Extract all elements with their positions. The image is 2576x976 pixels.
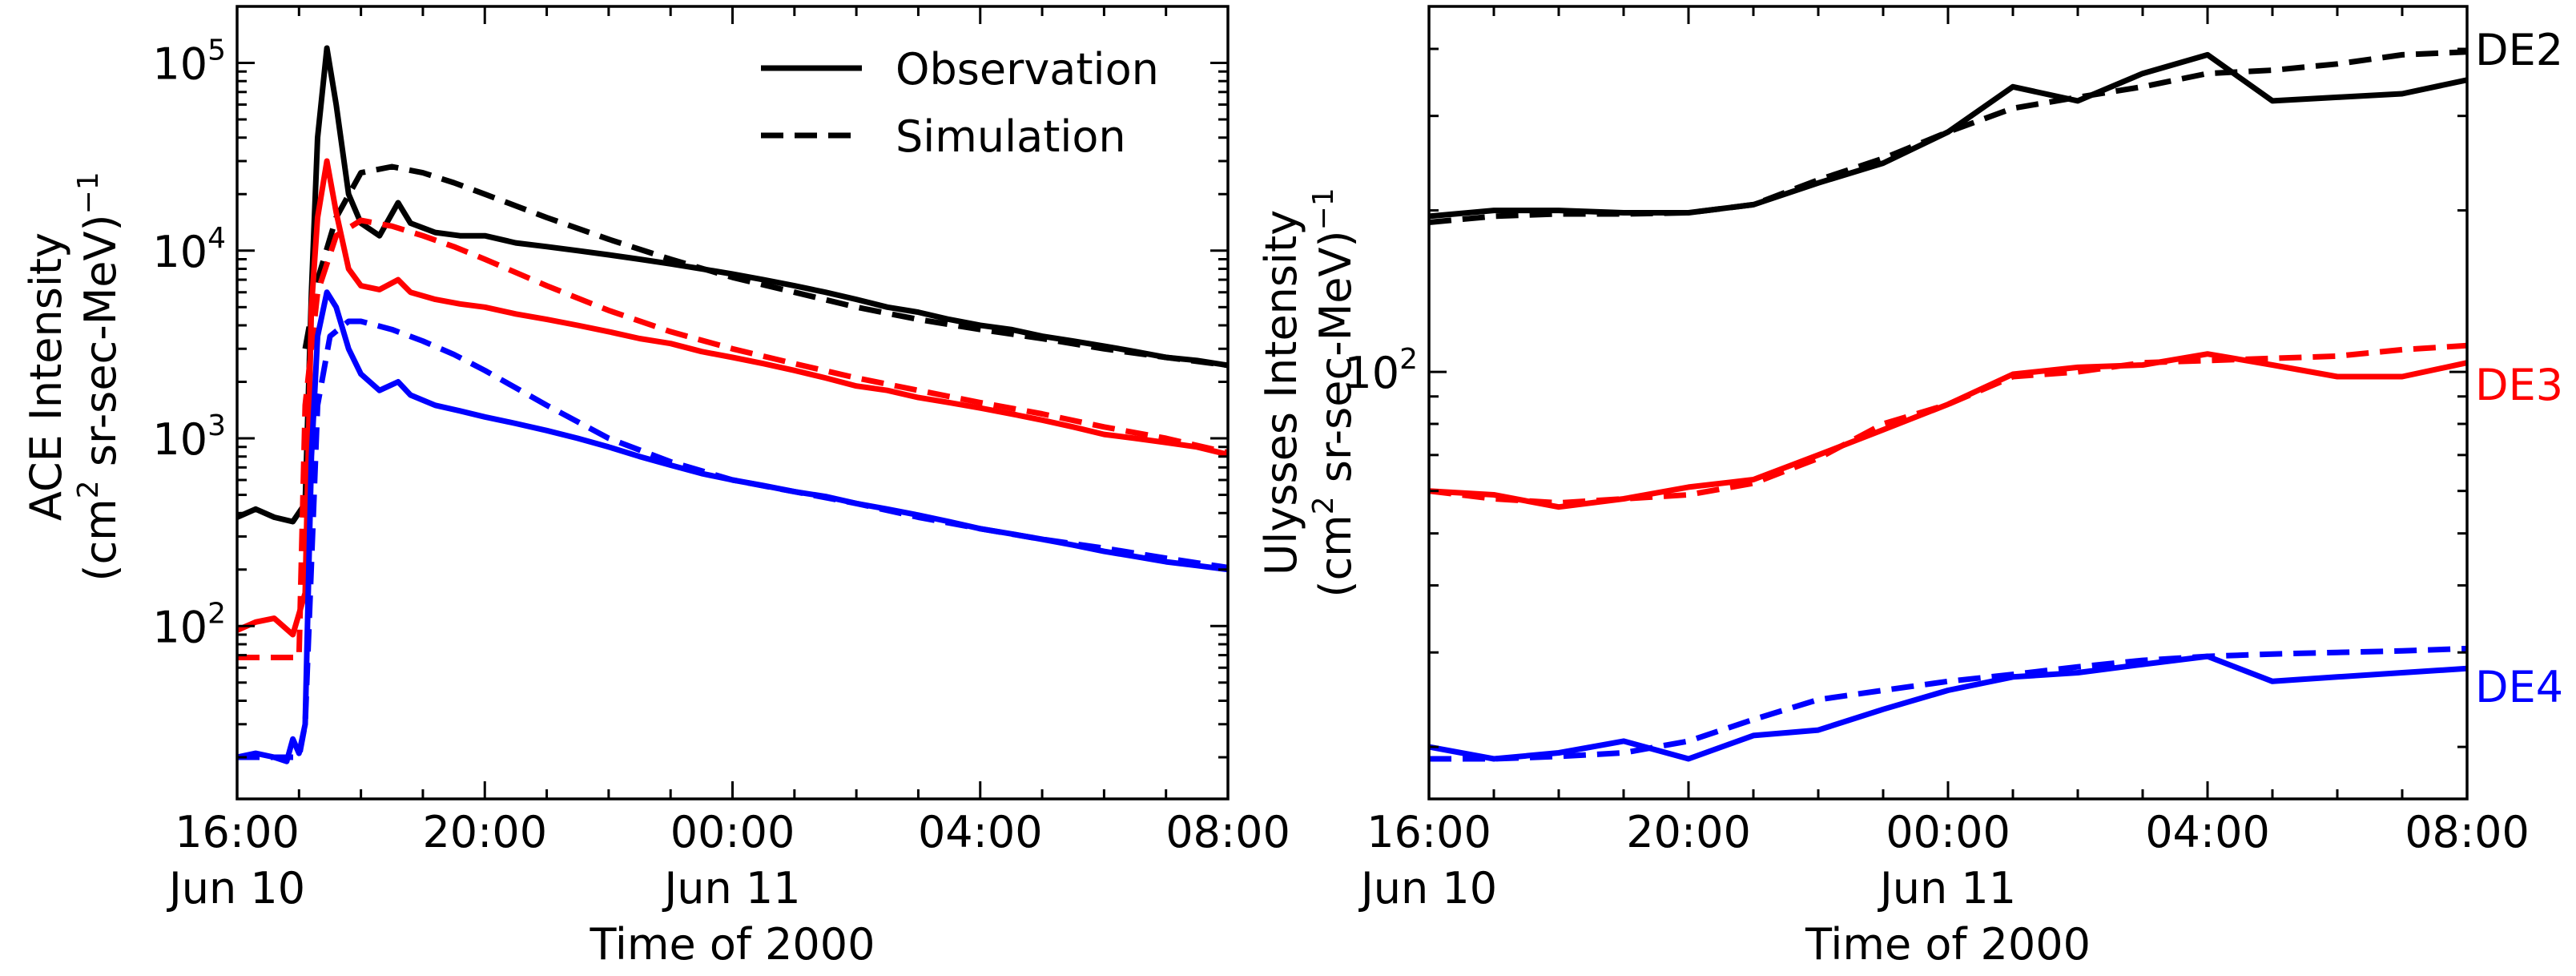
series-line-de3-simulation bbox=[1429, 342, 2467, 506]
series-line-simulation-red bbox=[237, 217, 1228, 660]
y-axis-label-line1: Ulysses Intensity bbox=[1256, 210, 1306, 575]
x-axis-label: Time of 2000 bbox=[1805, 919, 2091, 970]
x-tick-label-date: Jun 10 bbox=[167, 863, 305, 913]
legend-label: Observation bbox=[896, 44, 1159, 95]
x-tick-label-time: 16:00 bbox=[175, 807, 300, 857]
panel-left: 16:00 Jun 10 20:00 00:00 Jun 11 04:00 08:00 102… bbox=[21, 5, 1290, 970]
y-tick-label: 105 bbox=[152, 34, 226, 90]
y-tick-label: 103 bbox=[152, 409, 226, 465]
series-line-simulation-blue bbox=[237, 318, 1228, 760]
series-line-de4-simulation bbox=[1429, 645, 2467, 762]
series-line-de4-observation bbox=[1429, 653, 2467, 762]
x-axis-label: Time of 2000 bbox=[590, 919, 875, 970]
x-tick-label-time: 20:00 bbox=[422, 807, 547, 857]
x-tick-label-time: 04:00 bbox=[2145, 807, 2270, 857]
y-axis-label-units: (cm2 sr-sec-MeV)−1 bbox=[1307, 188, 1361, 597]
x-tick-label-time: 00:00 bbox=[670, 807, 795, 857]
x-tick-label-date: Jun 10 bbox=[1358, 863, 1497, 913]
x-tick-label-time: 08:00 bbox=[1165, 807, 1290, 857]
y-tick-label: 104 bbox=[152, 222, 226, 277]
x-tick-label-time: 00:00 bbox=[1886, 807, 2010, 857]
series-label-de2: DE2 bbox=[2475, 25, 2563, 75]
x-tick-label-date: Jun 11 bbox=[1878, 863, 2016, 913]
series-line-observation-red bbox=[237, 158, 1228, 638]
x-tick-label-time: 08:00 bbox=[2405, 807, 2530, 857]
x-tick-label-time: 20:00 bbox=[1626, 807, 1751, 857]
series-line-observation-blue bbox=[237, 289, 1228, 764]
y-tick-label: 102 bbox=[152, 597, 226, 652]
series-line-simulation-black bbox=[302, 163, 1228, 369]
panel-right: 16:00 Jun 10 20:00 00:00 Jun 11 04:00 08:00 102… bbox=[1256, 5, 2563, 970]
x-tick-label-time: 04:00 bbox=[918, 807, 1043, 857]
series-line-de2-simulation bbox=[1429, 49, 2467, 225]
y-axis-label-units: (cm2 sr-sec-MeV)−1 bbox=[72, 171, 126, 581]
series-line-observation-black bbox=[237, 45, 1228, 525]
legend-label: Simulation bbox=[896, 111, 1126, 162]
y-axis-label: ACE Intensity(cm2 sr-sec-MeV)−1 bbox=[21, 171, 126, 581]
y-axis-label-line1: ACE Intensity bbox=[21, 232, 71, 521]
y-axis-label: Ulysses Intensity (cm2 sr-sec-MeV)−1 bbox=[1256, 188, 1361, 597]
x-tick-label-time: 16:00 bbox=[1366, 807, 1491, 857]
y-tick-label: 102 bbox=[1344, 343, 1418, 398]
series-line-de2-observation bbox=[1429, 51, 2467, 220]
x-tick-label-date: Jun 11 bbox=[662, 863, 800, 913]
series-group bbox=[237, 45, 1228, 764]
legend: Observation Simulation bbox=[761, 44, 1159, 162]
series-line-de3-observation bbox=[1429, 351, 2467, 510]
series-label-de3: DE3 bbox=[2475, 360, 2563, 410]
series-label-de4: DE4 bbox=[2475, 662, 2563, 712]
series-group bbox=[1429, 49, 2467, 762]
